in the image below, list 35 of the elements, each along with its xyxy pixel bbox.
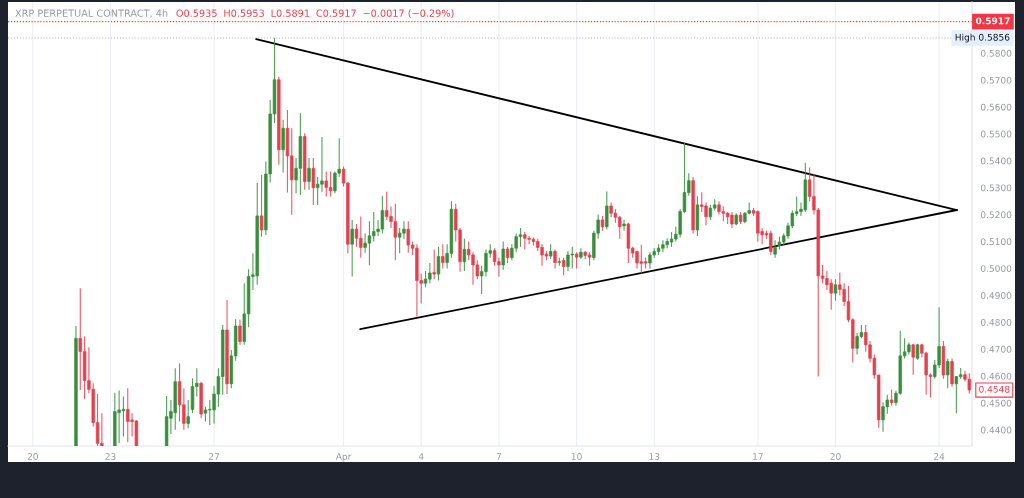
annotation: L0.5891	[271, 9, 310, 17]
y-tick-label: 0.4800	[980, 318, 1012, 326]
y-tick-label: 0.5300	[980, 184, 1012, 192]
annotation: H0.5953	[224, 9, 264, 17]
x-tick-label: 24	[934, 453, 945, 460]
x-tick-label: 13	[649, 453, 660, 460]
annotation: C0.5917	[316, 9, 356, 17]
y-tick-label: 0.5100	[980, 238, 1012, 246]
annotation: −0.0017 (−0.29%)	[363, 9, 454, 18]
annotation: 0.4548	[979, 385, 1010, 393]
x-tick-label: 27	[208, 453, 220, 460]
x-tick-label: 23	[105, 453, 116, 460]
y-tick-label: 0.5500	[980, 130, 1012, 138]
y-tick-label: 0.4900	[980, 292, 1012, 299]
y-tick-label: 0.5400	[980, 157, 1012, 165]
x-tick-label: 17	[753, 453, 763, 460]
y-tick-label: 0.5800	[980, 49, 1012, 57]
ref-line-label: 0.5917	[975, 17, 1010, 25]
ref-line-label: High 0.5856	[955, 33, 1010, 43]
text: XRP PERPETUAL CONTRACT, 4h	[15, 9, 168, 18]
y-tick-label: 0.5700	[980, 76, 1012, 84]
y-tick-label: 0.4700	[980, 345, 1012, 353]
y-tick-label: 0.4400	[980, 426, 1012, 434]
annotation: O0.5935	[176, 9, 217, 17]
x-tick-label: 4	[418, 453, 424, 460]
y-tick-label: 0.4600	[980, 372, 1012, 380]
y-tick-label: 0.4500	[980, 399, 1012, 407]
x-tick-label: Apr	[335, 453, 352, 462]
y-tick-label: 0.5600	[980, 103, 1012, 111]
x-tick-label: 20	[830, 453, 841, 460]
x-tick-label: 7	[496, 453, 501, 460]
y-tick-label: 0.5200	[980, 211, 1012, 219]
y-tick-label: 0.5000	[980, 265, 1012, 272]
x-tick-label: 20	[27, 453, 38, 460]
x-tick-label: 10	[571, 453, 582, 460]
